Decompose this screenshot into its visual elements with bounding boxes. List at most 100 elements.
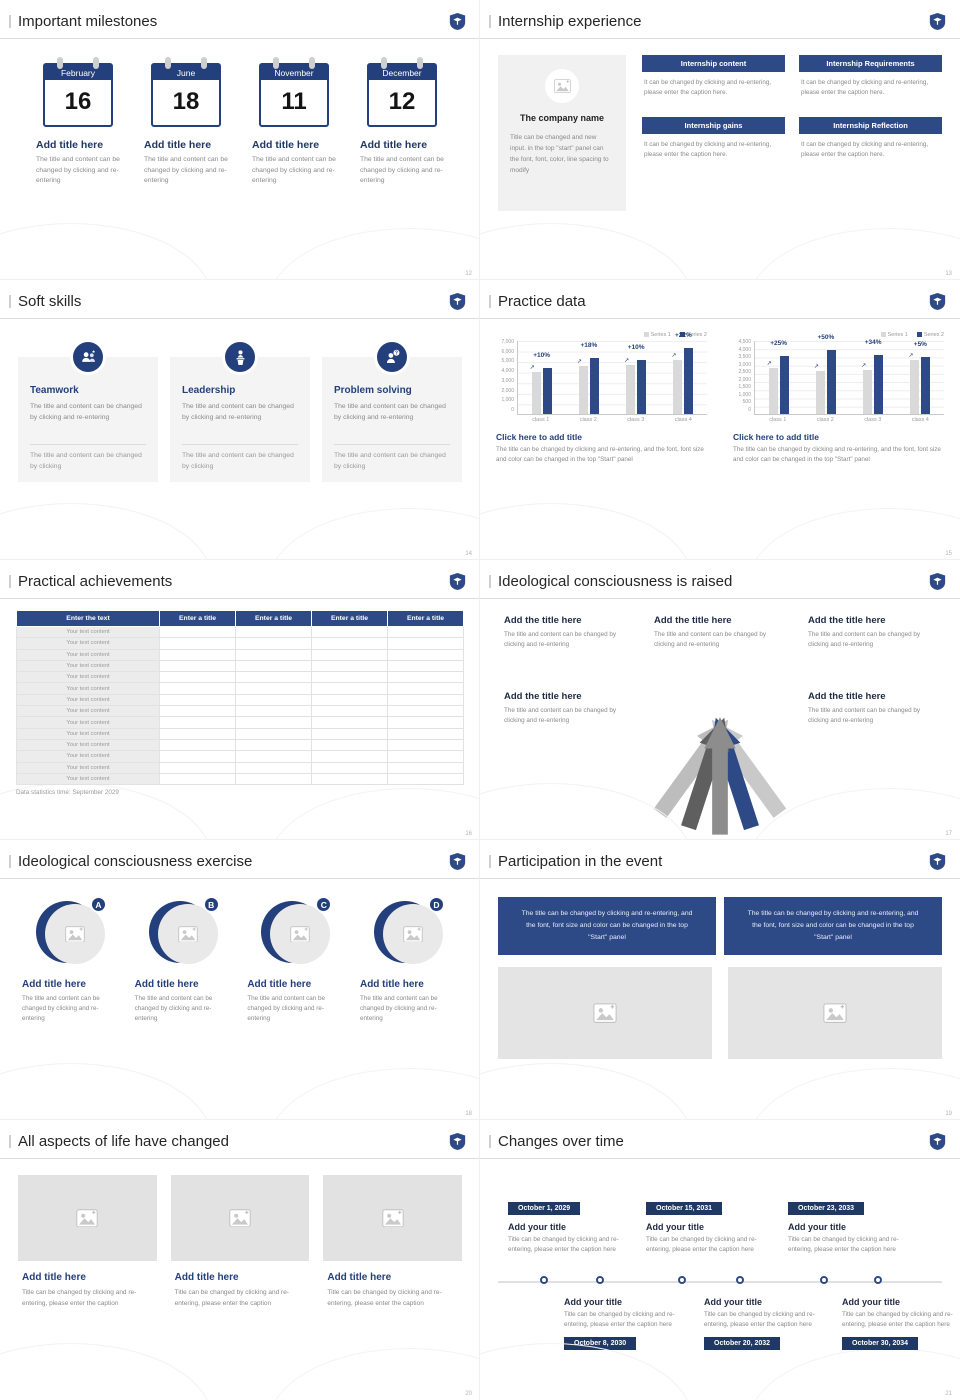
banner-text-left: The title can be changed by clicking and… <box>498 897 716 955</box>
page-number: 16 <box>465 831 472 837</box>
school-logo-icon <box>929 573 946 590</box>
block-title: Add the title here <box>654 615 732 626</box>
image-circle[interactable]: D <box>373 896 445 967</box>
slide-consciousness-exercise[interactable]: Ideological consciousness exercise A Add… <box>0 839 481 1121</box>
milestone-title: Add title here <box>36 139 104 151</box>
image-placeholder[interactable] <box>18 1175 157 1261</box>
table-header-cell: Enter a title <box>311 610 388 627</box>
title-accent-bar <box>9 855 11 868</box>
image-circle[interactable]: B <box>148 896 220 967</box>
image-placeholder[interactable] <box>170 1175 310 1261</box>
title-accent-bar <box>489 1135 491 1148</box>
y-tick-label: 500 <box>742 399 751 406</box>
image-placeholder[interactable] <box>728 966 942 1059</box>
image-placeholder[interactable] <box>498 966 712 1059</box>
table-cell-empty <box>386 648 465 661</box>
milestone-title: Add title here <box>360 139 428 151</box>
table-cell-label: Your text content <box>15 693 161 707</box>
slide-practical-achievements[interactable]: Practical achievements Enter the text En… <box>0 559 481 841</box>
table-cell-label: Your text content <box>15 682 161 695</box>
y-tick-label: 4,000 <box>501 368 514 375</box>
table-cell-label: Your text content <box>15 716 161 729</box>
table-cell-label: Your text content <box>15 772 161 786</box>
chart-plot-area: 4,500 4,000 3,500 3,000 2,500 2,000 1,500 1,000… <box>733 334 944 415</box>
slide-soft-skills[interactable]: Soft skills Teamwork The title and conte… <box>0 279 481 561</box>
slide-important-milestones[interactable]: Important milestones February 16 Add tit… <box>0 0 481 281</box>
school-logo-icon <box>929 13 946 30</box>
slide-practice-data[interactable]: Practice data Series 1 Series 2 7,000 6,00… <box>479 279 960 561</box>
table-cell-empty <box>386 671 465 684</box>
category-label: class 1 <box>532 417 550 423</box>
company-image-placeholder[interactable] <box>545 69 579 103</box>
block-caption: The title and content can be changed by … <box>504 707 617 725</box>
banner-text-right: The title can be changed by clicking and… <box>724 897 942 955</box>
block-title: Add the title here <box>504 691 582 702</box>
company-caption: Title can be changed and new input. in t… <box>510 134 609 175</box>
y-tick-label: 2,000 <box>738 376 751 383</box>
image-circle[interactable]: A <box>36 896 107 967</box>
category-label: class 3 <box>627 417 645 423</box>
slide-participation-event[interactable]: Participation in the event The title can… <box>479 839 960 1121</box>
growth-arrow-icon: ↗ <box>529 364 535 371</box>
legend-swatch-icon <box>880 332 886 337</box>
table-cell-empty <box>311 761 388 774</box>
internship-box: Internship Requirements It can be change… <box>799 55 942 99</box>
bar-group: +50% ↗ <box>814 334 836 414</box>
calendar-icon: February 16 <box>43 57 113 127</box>
slide-internship-experience[interactable]: Internship experience The company name T… <box>479 0 960 281</box>
skill-name: Leadership <box>182 385 236 396</box>
table-cell-empty <box>159 705 237 718</box>
title-accent-bar <box>9 575 11 588</box>
page-number: 19 <box>945 1111 952 1117</box>
x-axis-labels: class 1 class 2 class 3 class 4 <box>496 417 707 423</box>
slide-life-changed[interactable]: All aspects of life have changed Add tit… <box>0 1119 481 1400</box>
table-row: Your text content <box>15 693 465 707</box>
school-logo-icon <box>449 13 466 30</box>
table-cell-empty <box>386 750 465 763</box>
item-title: Add your title <box>564 1297 622 1307</box>
title-accent-bar <box>489 295 491 308</box>
calendar-month: February <box>45 65 111 80</box>
title-divider <box>0 318 480 319</box>
title-divider <box>480 598 960 599</box>
item-title: Add your title <box>788 1222 846 1232</box>
growth-label: +18% <box>580 341 598 349</box>
slide-consciousness-raised[interactable]: Ideological consciousness is raised Add … <box>479 559 960 841</box>
box-header: Internship Requirements <box>799 55 942 72</box>
slide-title: Soft skills <box>18 293 82 310</box>
calendar-month: November <box>261 65 327 80</box>
table-cell-empty <box>159 637 237 650</box>
slide-title: Practical achievements <box>18 573 173 590</box>
skill-name: Problem solving <box>334 385 412 396</box>
skill-divider <box>182 444 298 445</box>
milestone-caption: The title and content can be changed by … <box>360 156 444 185</box>
growth-label: +5% <box>913 341 927 349</box>
slide-changes-over-time[interactable]: Changes over time October 1, 2029 Add yo… <box>479 1119 960 1400</box>
table-row: Your text content <box>15 727 465 740</box>
table-cell-empty <box>159 772 237 786</box>
image-placeholder-icon <box>553 79 571 93</box>
table-cell-empty <box>386 705 465 718</box>
timeline-dot <box>874 1276 882 1284</box>
table-cell-empty <box>159 750 237 763</box>
table-cell-empty <box>159 682 237 695</box>
calendar-day: 16 <box>64 88 92 115</box>
internship-box: Internship gains It can be changed by cl… <box>642 116 785 161</box>
chart-cta: Click here to add title <box>733 432 819 442</box>
bar-group: +34% ↗ <box>861 339 884 414</box>
bar-series-1 <box>673 360 683 414</box>
table-header-cell: Enter a title <box>159 610 237 627</box>
bar-series-2 <box>921 357 931 414</box>
y-tick-label: 6,000 <box>501 348 514 355</box>
timeline-dot <box>540 1276 548 1284</box>
bar-series-2 <box>684 348 694 414</box>
image-placeholder[interactable] <box>323 1175 463 1261</box>
slide-title: Internship experience <box>498 13 642 30</box>
image-circle[interactable]: C <box>261 896 333 967</box>
table-cell-empty <box>386 693 465 707</box>
y-tick-label: 1,000 <box>738 391 751 398</box>
bar-series-1 <box>863 369 873 414</box>
timeline-item: October 1, 2029 Add your title Title can… <box>508 1197 630 1255</box>
title-accent-bar <box>489 575 491 588</box>
table-cell-empty <box>386 716 465 729</box>
